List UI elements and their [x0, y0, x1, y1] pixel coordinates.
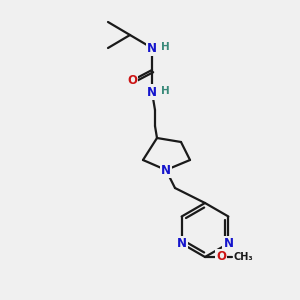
- Text: CH₃: CH₃: [233, 252, 253, 262]
- Text: N: N: [161, 164, 171, 176]
- Text: H: H: [160, 42, 169, 52]
- Text: O: O: [216, 250, 226, 263]
- Text: N: N: [224, 237, 233, 250]
- Text: N: N: [147, 85, 157, 98]
- Text: N: N: [177, 237, 187, 250]
- Text: H: H: [160, 86, 169, 96]
- Text: N: N: [147, 41, 157, 55]
- Text: O: O: [127, 74, 137, 88]
